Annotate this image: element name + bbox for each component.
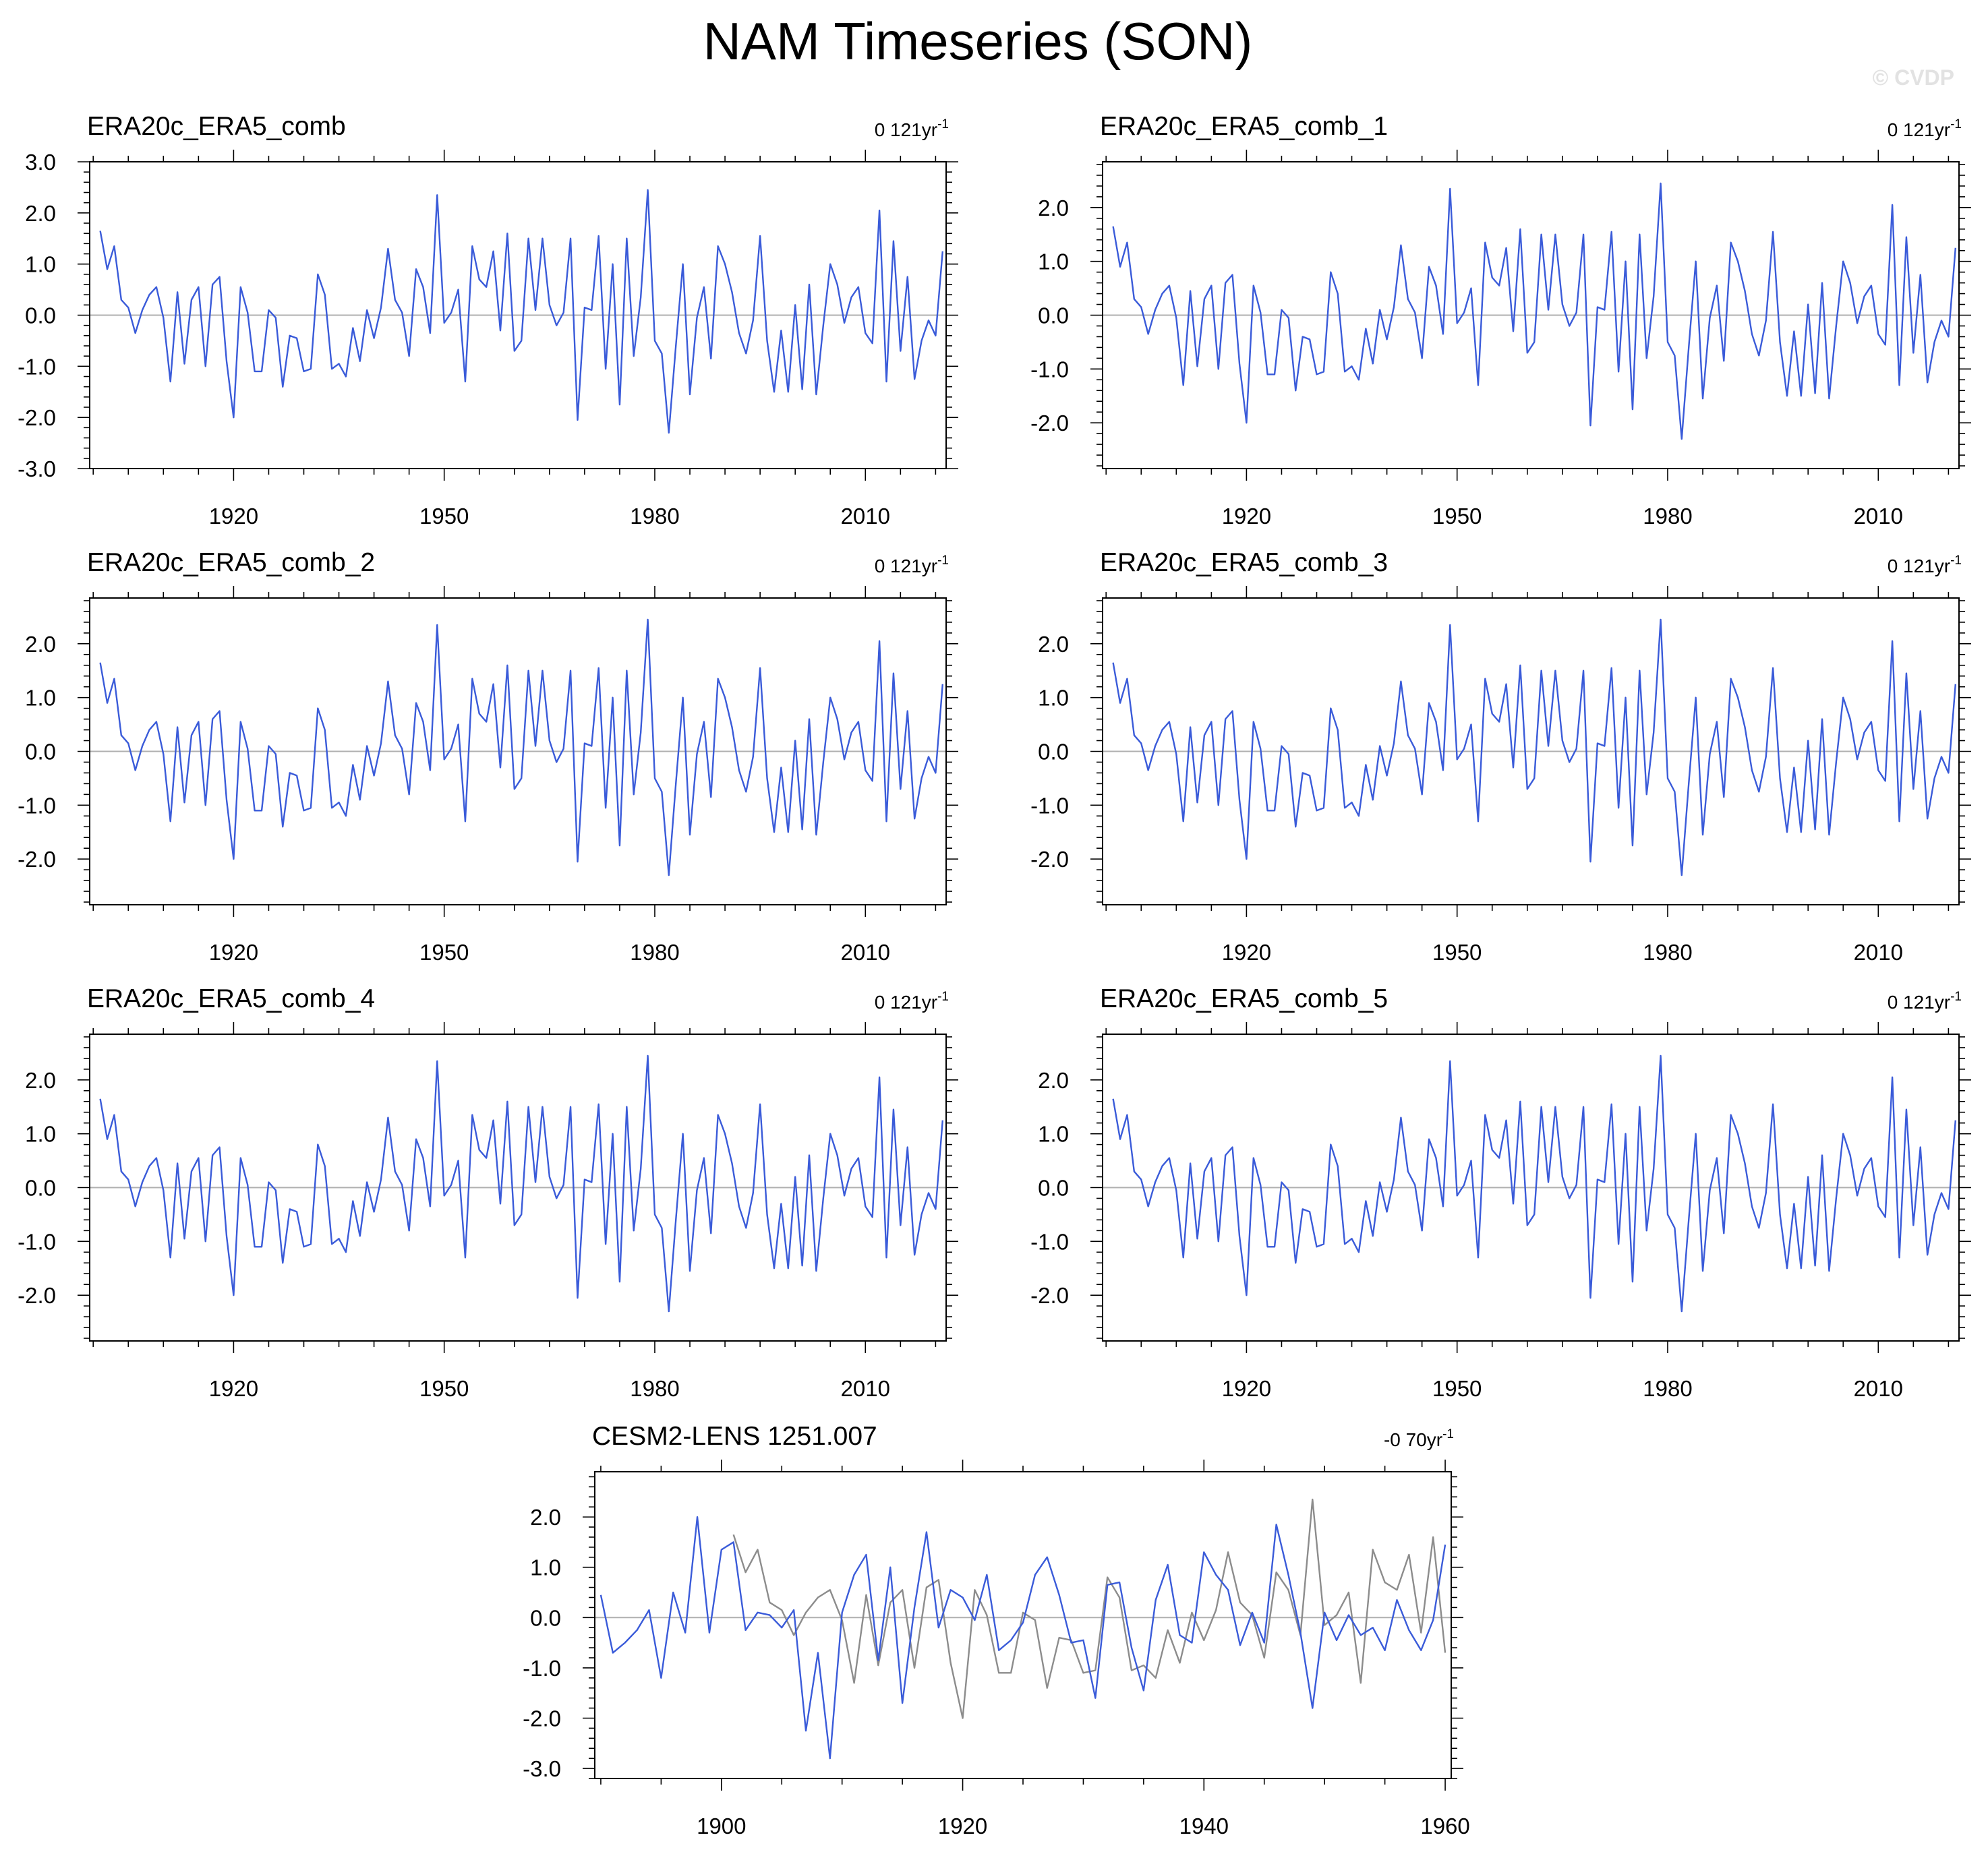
panel-3: ERA20c_ERA5_comb_2 0 121yr-1 -2.0 -1.0 0.0 1.… xyxy=(18,548,958,965)
x-tick-label: 1980 xyxy=(630,1376,679,1401)
trend-label: 0 121yr-1 xyxy=(1888,554,1962,576)
x-tick-label: 1950 xyxy=(1432,940,1482,965)
panel-title: ERA20c_ERA5_comb_5 xyxy=(1100,984,1388,1013)
y-tick-label: 0.0 xyxy=(1038,303,1069,328)
x-tick-label: 2010 xyxy=(1854,940,1903,965)
y-tick-label: -2.0 xyxy=(523,1706,561,1731)
y-tick-label: 2.0 xyxy=(25,201,56,226)
x-tick-label: 2010 xyxy=(1854,504,1903,529)
x-tick-label: 1950 xyxy=(419,1376,469,1401)
y-tick-label: -1.0 xyxy=(18,354,56,379)
y-tick-label: -1.0 xyxy=(1030,793,1069,818)
x-tick-label: 1980 xyxy=(1643,504,1692,529)
x-tick-label: 1950 xyxy=(419,504,469,529)
obs-series-line xyxy=(1112,1054,1956,1313)
y-tick-label: -2.0 xyxy=(1030,1283,1069,1308)
x-tick-label: 1920 xyxy=(209,504,258,529)
y-tick-label: 2.0 xyxy=(1038,632,1069,657)
panel-title: CESM2-LENS 1251.007 xyxy=(592,1422,877,1451)
y-tick-label: 1.0 xyxy=(530,1555,561,1580)
figure-title: NAM Timeseries (SON) xyxy=(703,11,1253,71)
x-tick-label: 2010 xyxy=(1854,1376,1903,1401)
x-tick-label: 1950 xyxy=(419,940,469,965)
x-tick-label: 1950 xyxy=(1432,504,1482,529)
y-tick-label: -1.0 xyxy=(1030,357,1069,382)
y-tick-label: -2.0 xyxy=(1030,847,1069,872)
x-tick-label: 1940 xyxy=(1179,1814,1229,1838)
y-tick-label: 3.0 xyxy=(25,150,56,175)
x-tick-label: 1960 xyxy=(1420,1814,1469,1838)
x-tick-label: 1920 xyxy=(209,1376,258,1401)
obs-overlay-line xyxy=(732,1498,1446,1719)
trend-label: 0 121yr-1 xyxy=(875,117,949,140)
panel-title: ERA20c_ERA5_comb_4 xyxy=(87,984,375,1013)
trend-label: 0 121yr-1 xyxy=(875,554,949,576)
model-series-line xyxy=(600,1516,1446,1760)
panel-2: ERA20c_ERA5_comb_1 0 121yr-1 -2.0 -1.0 0.0 1.… xyxy=(1030,112,1971,529)
y-tick-label: -2.0 xyxy=(1030,411,1069,436)
obs-series-line xyxy=(99,1054,943,1313)
obs-series-line xyxy=(1112,182,1956,440)
x-tick-label: 1920 xyxy=(1222,1376,1271,1401)
y-tick-label: 2.0 xyxy=(25,1068,56,1093)
panel-1: ERA20c_ERA5_comb 0 121yr-1 -3.0 -2.0 -1.0 0.0… xyxy=(18,112,958,529)
obs-series-line xyxy=(99,618,943,876)
panel-7: CESM2-LENS 1251.007 -0 70yr-1 -3.0 -2.0 -1.0… xyxy=(523,1422,1470,1838)
y-tick-label: -1.0 xyxy=(18,793,56,818)
y-tick-label: 1.0 xyxy=(1038,686,1069,711)
trend-label: 0 121yr-1 xyxy=(1888,117,1962,140)
obs-series-line xyxy=(99,189,943,434)
y-tick-label: -1.0 xyxy=(1030,1229,1069,1254)
panel-6: ERA20c_ERA5_comb_5 0 121yr-1 -2.0 -1.0 0.0 1.… xyxy=(1030,984,1971,1401)
y-tick-label: 0.0 xyxy=(530,1605,561,1630)
y-tick-label: 0.0 xyxy=(1038,1176,1069,1201)
panel-4: ERA20c_ERA5_comb_3 0 121yr-1 -2.0 -1.0 0.0 1.… xyxy=(1030,548,1971,965)
x-tick-label: 1920 xyxy=(209,940,258,965)
x-tick-label: 1980 xyxy=(630,504,679,529)
trend-label: 0 121yr-1 xyxy=(1888,990,1962,1013)
y-tick-label: -2.0 xyxy=(18,847,56,872)
y-tick-label: 1.0 xyxy=(1038,1122,1069,1147)
trend-label: -0 70yr-1 xyxy=(1384,1427,1454,1450)
y-tick-label: -1.0 xyxy=(523,1656,561,1681)
panel-title: ERA20c_ERA5_comb_3 xyxy=(1100,548,1388,577)
y-tick-label: -3.0 xyxy=(523,1756,561,1781)
y-tick-label: -2.0 xyxy=(18,1283,56,1308)
y-tick-label: 0.0 xyxy=(25,1176,56,1201)
y-tick-label: 0.0 xyxy=(25,740,56,765)
x-tick-label: 2010 xyxy=(841,1376,890,1401)
x-tick-label: 1980 xyxy=(630,940,679,965)
panels-layer: ERA20c_ERA5_comb 0 121yr-1 -3.0 -2.0 -1.0 0.0… xyxy=(18,112,1971,1838)
y-tick-label: 1.0 xyxy=(1038,249,1069,274)
y-tick-label: 0.0 xyxy=(1038,740,1069,765)
x-tick-label: 1950 xyxy=(1432,1376,1482,1401)
x-tick-label: 1980 xyxy=(1643,940,1692,965)
y-tick-label: 1.0 xyxy=(25,252,56,277)
y-tick-label: -2.0 xyxy=(18,405,56,430)
y-tick-label: 2.0 xyxy=(1038,196,1069,220)
x-tick-label: 1920 xyxy=(1222,940,1271,965)
y-tick-label: 1.0 xyxy=(25,1122,56,1147)
x-tick-label: 2010 xyxy=(841,504,890,529)
panel-title: ERA20c_ERA5_comb_1 xyxy=(1100,112,1388,141)
y-tick-label: -1.0 xyxy=(18,1229,56,1254)
y-tick-label: 2.0 xyxy=(1038,1068,1069,1093)
y-tick-label: -3.0 xyxy=(18,456,56,481)
y-tick-label: 2.0 xyxy=(530,1505,561,1530)
y-tick-label: 1.0 xyxy=(25,686,56,711)
x-tick-label: 1920 xyxy=(938,1814,987,1838)
x-tick-label: 1920 xyxy=(1222,504,1271,529)
trend-label: 0 121yr-1 xyxy=(875,990,949,1013)
obs-series-line xyxy=(1112,618,1956,876)
y-tick-label: 2.0 xyxy=(25,632,56,657)
panel-title: ERA20c_ERA5_comb xyxy=(87,112,346,141)
x-tick-label: 1900 xyxy=(697,1814,746,1838)
x-tick-label: 1980 xyxy=(1643,1376,1692,1401)
panel-title: ERA20c_ERA5_comb_2 xyxy=(87,548,375,577)
y-tick-label: 0.0 xyxy=(25,303,56,328)
cvdp-watermark: © CVDP xyxy=(1873,65,1954,90)
x-tick-label: 2010 xyxy=(841,940,890,965)
panel-5: ERA20c_ERA5_comb_4 0 121yr-1 -2.0 -1.0 0.0 1.… xyxy=(18,984,958,1401)
